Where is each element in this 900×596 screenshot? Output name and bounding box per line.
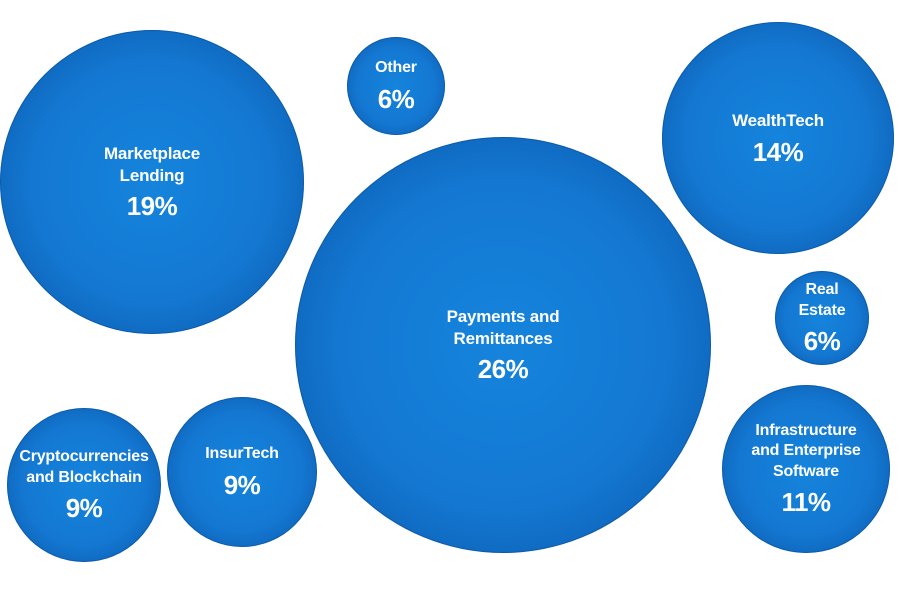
bubble-payments-and-remittances: Payments and Remittances 26% (295, 137, 711, 553)
bubble-value-marketplace-lending: 19% (126, 191, 178, 222)
bubble-value-wealthtech: 14% (752, 136, 804, 167)
bubble-label-insurtech: InsurTech (205, 445, 279, 463)
bubble-marketplace-lending: Marketplace Lending 19% (0, 30, 304, 334)
bubble-label-other: Other (375, 59, 417, 77)
bubble-value-cryptocurrencies-and-blockchain: 9% (65, 493, 103, 524)
bubble-label-wealthtech: WealthTech (732, 110, 824, 130)
bubble-label-cryptocurrencies-and-blockchain: Cryptocurrencies and Blockchain (19, 448, 149, 486)
bubble-value-insurtech: 9% (223, 469, 261, 500)
bubble-label-infrastructure-and-enterprise-software: Infrastructure and Enterprise Software (751, 422, 861, 480)
bubble-label-payments-and-remittances: Payments and Remittances (446, 306, 560, 348)
bubble-wealthtech: WealthTech 14% (662, 22, 894, 254)
bubble-real-estate: Real Estate 6% (775, 271, 869, 365)
bubble-label-marketplace-lending: Marketplace Lending (103, 143, 201, 185)
bubble-value-infrastructure-and-enterprise-software: 11% (781, 487, 831, 518)
bubble-insurtech: InsurTech 9% (167, 397, 317, 547)
bubble-value-real-estate: 6% (803, 326, 841, 357)
bubble-label-real-estate: Real Estate (798, 281, 846, 319)
bubble-cryptocurrencies-and-blockchain: Cryptocurrencies and Blockchain 9% (7, 408, 161, 562)
bubble-other: Other 6% (347, 37, 445, 135)
bubble-value-payments-and-remittances: 26% (477, 354, 529, 385)
bubble-infrastructure-and-enterprise-software: Infrastructure and Enterprise Software 11… (722, 385, 890, 553)
bubble-value-other: 6% (377, 83, 415, 114)
